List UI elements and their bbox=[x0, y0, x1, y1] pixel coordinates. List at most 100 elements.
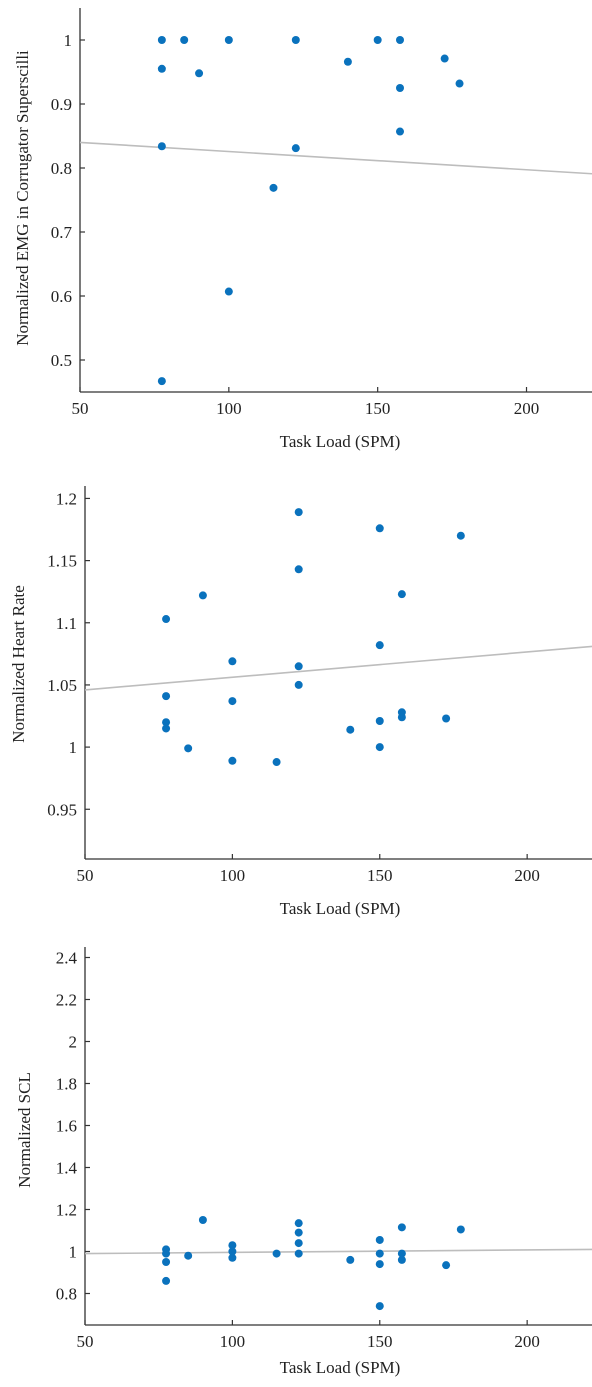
data-point bbox=[198, 1216, 207, 1224]
data-point bbox=[294, 662, 303, 671]
y-tick-label: 1.2 bbox=[56, 489, 77, 508]
data-point bbox=[396, 36, 404, 44]
data-point bbox=[157, 142, 166, 151]
regression-line bbox=[79, 141, 592, 175]
regression-line bbox=[84, 645, 592, 691]
data-point bbox=[397, 1255, 406, 1264]
chart-scl: 50 100 150 200 0.8 1 1.2 1.4 1.6 1.8 2 2.2 2.4 Task … bbox=[15, 947, 592, 1377]
y-axis-label: Normalized SCL bbox=[15, 1072, 34, 1188]
y-tick-label: 1.05 bbox=[47, 676, 77, 695]
y-tick-label: 2 bbox=[69, 1033, 78, 1052]
data-point bbox=[162, 692, 171, 701]
data-point bbox=[373, 36, 382, 44]
data-point bbox=[228, 657, 237, 666]
data-point bbox=[294, 1239, 303, 1248]
data-point bbox=[343, 57, 352, 66]
x-tick-label: 100 bbox=[220, 866, 246, 885]
plot-area: 50 100 150 200 0.95 1 1.05 1.1 1.15 1.2 bbox=[47, 486, 592, 885]
data-point bbox=[162, 1249, 171, 1258]
y-tick-label: 0.8 bbox=[56, 1285, 77, 1304]
x-axis-label: Task Load (SPM) bbox=[280, 899, 401, 918]
y-axis-label: Normalized Heart Rate bbox=[9, 585, 28, 743]
x-tick-label: 200 bbox=[514, 399, 540, 418]
y-tick-label: 0.8 bbox=[51, 159, 72, 178]
data-point bbox=[184, 744, 193, 753]
data-point bbox=[396, 84, 404, 92]
y-tick-label: 0.5 bbox=[51, 351, 72, 370]
data-point bbox=[397, 1249, 406, 1258]
data-point bbox=[228, 1247, 237, 1256]
y-tick-label: 1.8 bbox=[56, 1075, 77, 1094]
data-point bbox=[228, 1241, 237, 1250]
data-point bbox=[375, 1249, 384, 1258]
data-point bbox=[442, 714, 451, 723]
x-tick-label: 50 bbox=[77, 866, 94, 885]
data-point bbox=[346, 725, 355, 734]
data-point bbox=[291, 144, 300, 153]
y-tick-label: 0.9 bbox=[51, 95, 72, 114]
data-point bbox=[157, 64, 166, 73]
data-point bbox=[162, 718, 171, 727]
data-point bbox=[456, 531, 465, 540]
data-point bbox=[180, 36, 189, 44]
data-point bbox=[375, 1235, 384, 1244]
data-point bbox=[375, 1260, 384, 1269]
data-point bbox=[375, 1302, 384, 1311]
x-axis-label: Task Load (SPM) bbox=[280, 432, 401, 451]
x-tick-label: 50 bbox=[72, 399, 89, 418]
y-tick-label: 1.6 bbox=[56, 1117, 77, 1136]
data-point bbox=[375, 743, 384, 752]
x-tick-label: 150 bbox=[365, 399, 391, 418]
data-point bbox=[294, 1249, 303, 1258]
data-point bbox=[224, 287, 233, 296]
y-tick-label: 1.15 bbox=[47, 552, 77, 571]
x-tick-label: 50 bbox=[77, 1332, 94, 1351]
data-point bbox=[184, 1251, 193, 1260]
data-point bbox=[157, 36, 166, 44]
plot-area: 50 100 150 200 0.5 0.6 0.7 0.8 0.9 1 bbox=[51, 8, 592, 418]
data-point bbox=[397, 590, 406, 599]
data-point bbox=[294, 680, 303, 689]
x-axis-label: Task Load (SPM) bbox=[280, 1358, 401, 1377]
chart-emg: 50 100 150 200 0.5 0.6 0.7 0.8 0.9 1 Task Load (S… bbox=[13, 8, 592, 451]
x-tick-label: 100 bbox=[220, 1332, 246, 1351]
y-tick-label: 1.2 bbox=[56, 1201, 77, 1220]
y-tick-label: 1.1 bbox=[56, 614, 77, 633]
data-point bbox=[162, 724, 171, 733]
data-point bbox=[269, 183, 278, 192]
y-axis-label: Normalized EMG in Corrugator Superscilli bbox=[13, 50, 32, 346]
data-point bbox=[162, 1258, 171, 1266]
y-tick-label: 1 bbox=[69, 1243, 78, 1262]
data-point bbox=[375, 716, 384, 725]
data-point bbox=[346, 1255, 355, 1264]
x-tick-label: 200 bbox=[514, 1332, 540, 1351]
x-tick-label: 150 bbox=[367, 866, 393, 885]
data-point bbox=[162, 1276, 171, 1285]
x-tick-label: 100 bbox=[216, 399, 242, 418]
data-point bbox=[228, 697, 237, 706]
chart-heart-rate: 50 100 150 200 0.95 1 1.05 1.1 1.15 1.2 Task Load… bbox=[9, 486, 592, 918]
data-point bbox=[198, 591, 207, 600]
x-tick-label: 150 bbox=[367, 1332, 393, 1351]
y-tick-label: 2.2 bbox=[56, 991, 77, 1010]
data-point bbox=[272, 758, 281, 767]
y-tick-label: 1 bbox=[69, 738, 78, 757]
data-point bbox=[157, 377, 166, 386]
data-point bbox=[442, 1261, 451, 1270]
data-point bbox=[228, 756, 237, 765]
plot-area: 50 100 150 200 0.8 1 1.2 1.4 1.6 1.8 2 2.2 2.4 bbox=[56, 947, 592, 1351]
data-point bbox=[397, 713, 406, 722]
data-point bbox=[291, 36, 300, 44]
data-point bbox=[455, 79, 464, 88]
y-tick-label: 0.95 bbox=[47, 800, 77, 819]
data-point bbox=[228, 1253, 237, 1262]
data-point bbox=[294, 1228, 303, 1237]
y-tick-label: 0.7 bbox=[51, 223, 73, 242]
data-point bbox=[375, 641, 384, 650]
data-point bbox=[195, 69, 204, 78]
data-point bbox=[162, 615, 171, 624]
x-tick-label: 200 bbox=[514, 866, 540, 885]
data-point bbox=[224, 36, 233, 44]
data-point bbox=[396, 127, 404, 136]
data-point bbox=[440, 54, 449, 63]
